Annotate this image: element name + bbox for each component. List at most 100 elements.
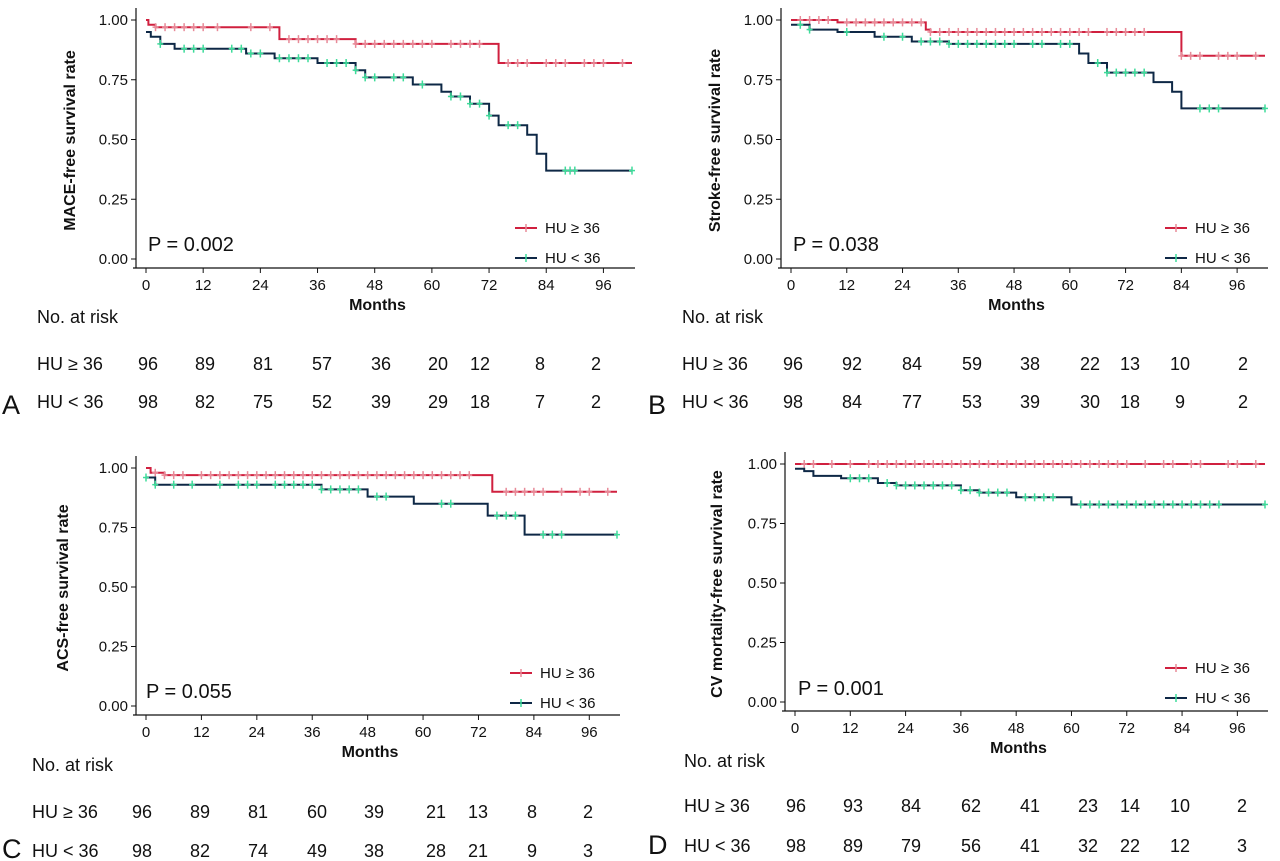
x-tick-label: 0 — [791, 720, 799, 737]
y-tick-label: 0.75 — [99, 72, 128, 89]
censor-mark — [880, 32, 887, 41]
censor-mark — [1122, 27, 1129, 36]
censor-mark — [955, 27, 962, 36]
risk-count: 9 — [1175, 392, 1185, 412]
censor-mark — [181, 23, 188, 32]
censor-mark — [524, 59, 531, 68]
censor-mark — [1096, 500, 1103, 509]
y-tick-label: 0.25 — [99, 639, 128, 656]
censor-mark — [540, 487, 547, 496]
censor-mark — [946, 27, 952, 36]
y-tick-label: 0.75 — [744, 72, 773, 89]
censor-mark — [948, 460, 955, 468]
censor-mark — [305, 35, 311, 44]
censor-mark — [1031, 460, 1038, 468]
censor-mark — [810, 460, 817, 468]
censor-mark — [1057, 27, 1064, 36]
censor-mark — [899, 18, 906, 27]
censor-mark — [381, 39, 388, 48]
censor-mark — [1262, 500, 1268, 509]
censor-mark — [1196, 104, 1203, 113]
censor-mark — [1234, 460, 1241, 468]
risk-row-hu-high: HU ≥ 36 96 92 84 59 38 22 13 10 2 — [682, 354, 1248, 374]
risk-row-label: HU ≥ 36 — [32, 802, 98, 822]
risk-count: 12 — [470, 354, 490, 374]
censor-mark — [847, 460, 854, 468]
p-value: P = 0.038 — [793, 234, 879, 256]
censor-mark — [1094, 59, 1101, 68]
censor-mark — [871, 18, 878, 27]
x-tick-label: 60 — [1061, 277, 1078, 294]
survival-curve-hu-low — [795, 467, 1265, 506]
censor-mark — [179, 471, 186, 480]
censor-mark — [400, 39, 407, 48]
censor-mark — [295, 54, 302, 63]
censor-mark — [1197, 460, 1204, 468]
x-tick-label: 60 — [424, 277, 441, 294]
risk-count: 9 — [527, 841, 537, 861]
censor-mark — [828, 460, 835, 468]
censor-mark — [1022, 493, 1029, 502]
x-tick-label: 24 — [252, 277, 269, 294]
censor-mark — [1132, 500, 1139, 509]
censor-mark — [973, 39, 980, 48]
censor-mark — [1187, 51, 1194, 60]
censor-mark — [1003, 488, 1010, 497]
censor-mark — [152, 468, 159, 477]
risk-count: 13 — [468, 802, 488, 822]
censor-mark — [893, 481, 900, 490]
x-tick-label: 12 — [193, 724, 210, 741]
y-tick-label: 0.50 — [744, 132, 773, 149]
censor-mark — [1001, 39, 1008, 48]
risk-count: 7 — [535, 392, 545, 412]
censor-mark — [428, 39, 435, 48]
x-tick-label: 24 — [248, 724, 265, 741]
censor-mark — [1085, 27, 1092, 36]
y-tick-label: 0.75 — [99, 520, 128, 537]
x-tick-label: 84 — [538, 277, 555, 294]
risk-count: 32 — [1078, 836, 1098, 856]
censor-mark — [486, 111, 493, 120]
x-tick-label: 72 — [481, 277, 498, 294]
censor-mark — [1113, 68, 1120, 77]
risk-row-hu-low: HU < 36 98 82 75 52 39 29 18 7 2 — [37, 392, 601, 412]
risk-count: 18 — [470, 392, 490, 412]
x-tick-label: 96 — [581, 724, 598, 741]
censor-mark — [604, 487, 611, 496]
censor-mark — [281, 480, 288, 489]
risk-count: 30 — [1080, 392, 1100, 412]
x-axis-title: Months — [988, 297, 1045, 314]
censor-mark — [295, 35, 302, 44]
censor-mark — [152, 480, 159, 489]
risk-count: 98 — [783, 392, 803, 412]
chart-panel-b: 0.00 0.25 0.50 0.75 1.00 0 12 24 36 48 60 72 84 96 Mon… — [648, 8, 1268, 420]
survival-curve-hu-low — [146, 31, 632, 172]
censor-mark — [1160, 460, 1167, 468]
censor-mark — [447, 471, 454, 480]
censor-mark — [410, 471, 417, 480]
risk-count: 89 — [195, 354, 215, 374]
risk-table-title: No. at risk — [37, 307, 119, 327]
censor-mark — [1178, 51, 1185, 60]
censor-mark — [1068, 460, 1075, 468]
censor-mark — [447, 499, 454, 508]
x-tick-label: 24 — [897, 720, 914, 737]
censor-mark — [346, 485, 353, 494]
censor-mark — [362, 39, 369, 48]
y-tick-label: 0.25 — [748, 635, 777, 652]
censor-mark — [373, 471, 380, 480]
censor-mark — [973, 27, 980, 36]
x-tick-label: 36 — [304, 724, 321, 741]
censor-mark — [1050, 493, 1057, 502]
x-tick-label: 72 — [1117, 277, 1134, 294]
censor-mark — [352, 66, 359, 75]
censor-mark — [629, 166, 635, 175]
censor-mark — [238, 44, 245, 53]
censor-mark — [318, 485, 325, 494]
censor-mark — [512, 511, 519, 520]
censor-mark — [562, 59, 569, 68]
censor-mark — [247, 49, 254, 58]
censor-mark — [1122, 68, 1129, 77]
x-tick-label: 84 — [526, 724, 543, 741]
